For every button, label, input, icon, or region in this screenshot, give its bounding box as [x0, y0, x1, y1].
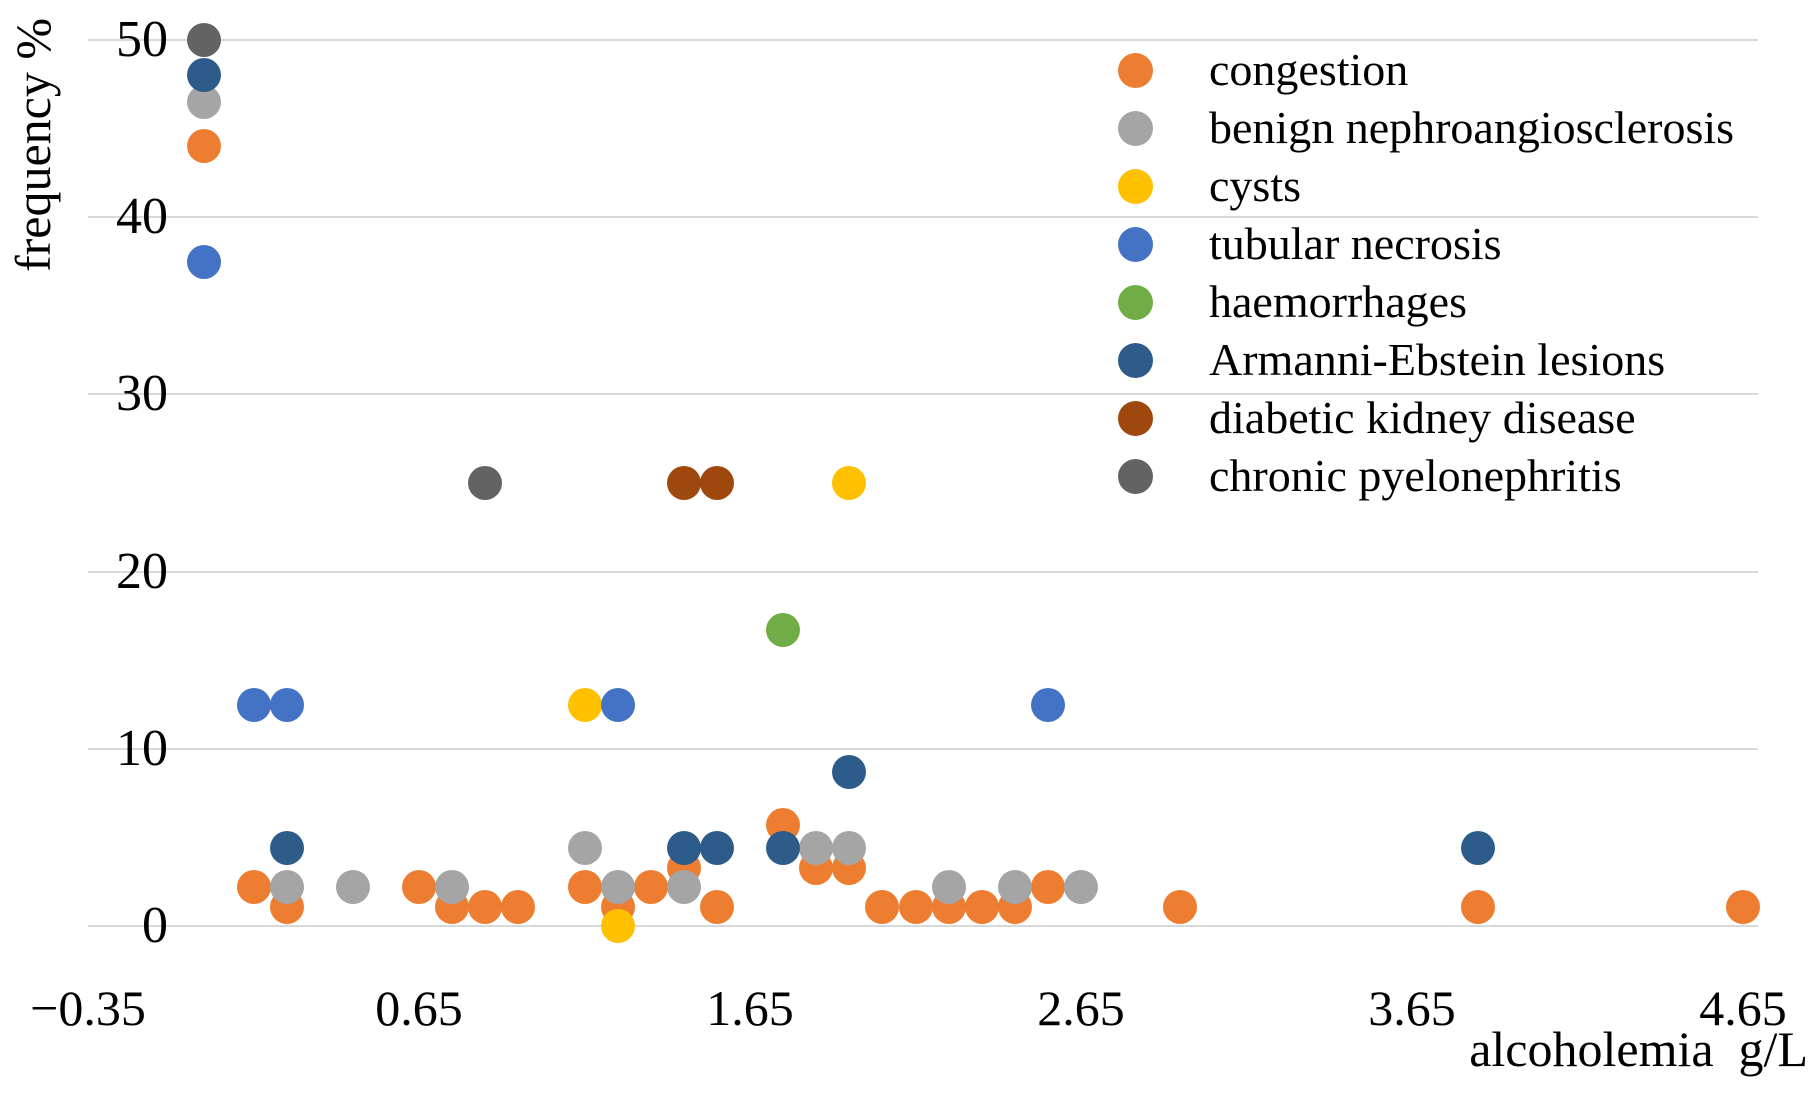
data-point [766, 613, 801, 648]
data-point [666, 870, 701, 905]
legend-swatch-tubular-necrosis [1118, 226, 1153, 262]
legend-label: congestion [1209, 44, 1409, 95]
data-point [666, 831, 701, 866]
data-point [799, 831, 834, 866]
x-tick-label: 3.65 [1368, 980, 1456, 1036]
data-point [1030, 870, 1065, 905]
x-tick-label: 4.65 [1699, 980, 1787, 1036]
data-point [865, 889, 900, 924]
legend-item: tubular necrosis [1118, 217, 1502, 271]
gridline [88, 747, 1758, 750]
legend-label: chronic pyelonephritis [1209, 450, 1622, 501]
data-point [236, 870, 271, 905]
gridline [88, 39, 1758, 41]
data-point [931, 870, 966, 905]
data-point [600, 870, 635, 905]
legend-item: congestion [1118, 43, 1408, 97]
data-point [186, 129, 221, 164]
data-point [501, 889, 536, 924]
legend-item: diabetic kidney disease [1118, 391, 1636, 445]
data-point [1030, 687, 1065, 722]
legend-label: benign nephroangiosclerosis [1209, 102, 1735, 153]
legend-label: cysts [1209, 160, 1301, 211]
data-point [186, 244, 221, 279]
data-point [666, 466, 701, 500]
legend-item: haemorrhages [1118, 275, 1467, 329]
gridline [88, 570, 1758, 573]
data-point [335, 870, 370, 905]
data-point [699, 831, 734, 866]
data-point [997, 870, 1032, 905]
data-point [567, 831, 602, 866]
legend-swatch-armanni-ebstein-lesions [1118, 342, 1153, 378]
legend-swatch-congestion [1118, 52, 1153, 88]
legend-item: Armanni-Ebstein lesions [1118, 333, 1665, 387]
data-point [236, 687, 271, 722]
data-point [832, 466, 867, 500]
data-point [1064, 870, 1098, 905]
x-tick-label: −0.35 [30, 980, 146, 1036]
data-point [1726, 889, 1760, 924]
gridline [88, 925, 1758, 927]
legend-swatch-haemorrhages [1118, 284, 1153, 320]
y-tick-label: 40 [116, 188, 168, 246]
data-point [898, 889, 933, 924]
y-tick-label: 30 [116, 365, 168, 423]
data-point [699, 466, 734, 500]
legend-label: tubular necrosis [1209, 218, 1502, 269]
data-point [633, 870, 668, 905]
gridline [88, 216, 1758, 219]
legend-swatch-diabetic-kidney-disease [1118, 400, 1153, 436]
gridline [88, 393, 1758, 396]
legend-item: benign nephroangiosclerosis [1118, 101, 1734, 155]
data-point [964, 889, 999, 924]
data-point [1461, 831, 1496, 866]
legend-label: Armanni-Ebstein lesions [1209, 334, 1666, 385]
data-point [567, 870, 602, 905]
data-point [269, 831, 304, 866]
data-point [600, 909, 635, 943]
data-point [402, 870, 436, 905]
data-point [269, 870, 304, 905]
data-point [468, 889, 503, 924]
data-point [567, 687, 602, 722]
x-tick-label: 0.65 [375, 980, 463, 1036]
legend-swatch-cysts [1118, 168, 1153, 204]
y-tick-label: 0 [142, 897, 168, 954]
y-tick-label: 50 [116, 11, 168, 68]
x-axis-title: alcoholemia g/L [1469, 1021, 1808, 1077]
data-point [1163, 889, 1198, 924]
data-point [699, 889, 734, 924]
data-point [832, 754, 867, 789]
legend-label: haemorrhages [1209, 276, 1467, 327]
legend-item: chronic pyelonephritis [1118, 449, 1622, 503]
data-point [186, 23, 221, 57]
data-point [766, 831, 801, 866]
data-point [1461, 889, 1496, 924]
y-tick-label: 20 [116, 542, 168, 600]
data-point [269, 687, 304, 722]
data-point [186, 58, 221, 93]
data-point [600, 687, 635, 722]
x-tick-label: 1.65 [706, 980, 794, 1036]
legend-item: cysts [1118, 159, 1301, 213]
data-point [468, 466, 503, 500]
data-point [832, 831, 867, 866]
legend-swatch-chronic-pyelonephritis [1118, 458, 1153, 494]
legend-swatch-benign-nephroangiosclerosis [1118, 110, 1153, 146]
data-point [435, 870, 470, 905]
y-tick-label: 10 [116, 719, 168, 777]
x-tick-label: 2.65 [1037, 980, 1125, 1036]
legend-label: diabetic kidney disease [1209, 392, 1636, 443]
